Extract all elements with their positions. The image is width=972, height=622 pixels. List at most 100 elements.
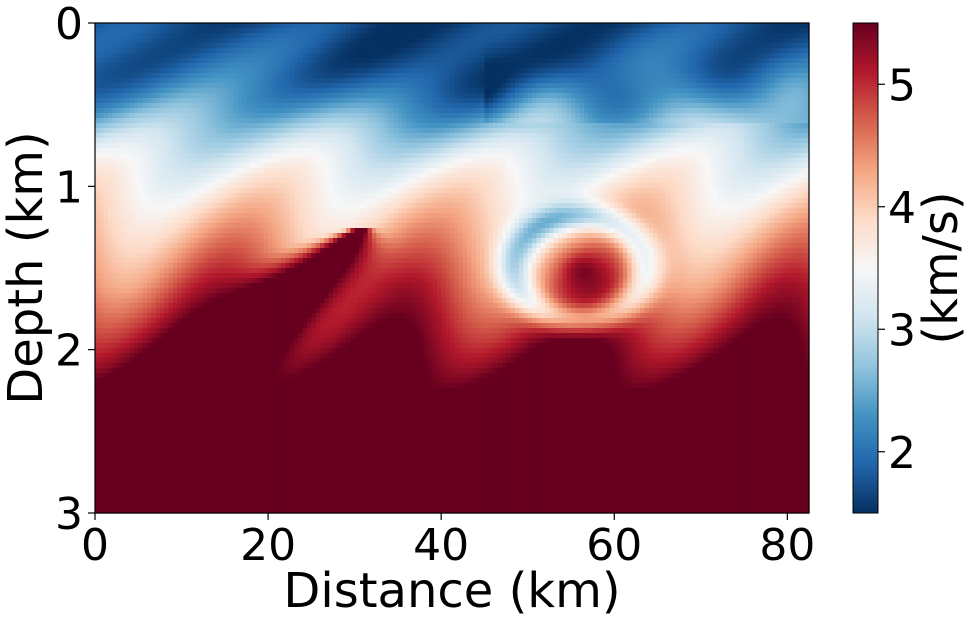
heatmap-cell: [168, 138, 174, 144]
heatmap-cell: [129, 78, 135, 84]
heatmap-cell: [670, 148, 676, 154]
heatmap-cell: [653, 88, 659, 94]
heatmap-cell: [224, 38, 230, 44]
heatmap-cell: [436, 68, 442, 74]
heatmap-cell: [527, 43, 533, 49]
heatmap-cell: [406, 38, 412, 44]
heatmap-cell: [540, 68, 546, 74]
heatmap-cell: [761, 33, 767, 39]
heatmap-cell: [666, 118, 672, 124]
heatmap-cell: [276, 158, 282, 164]
heatmap-cell: [406, 43, 412, 49]
heatmap-cell: [761, 68, 767, 74]
heatmap-cell: [562, 53, 568, 59]
heatmap-cell: [709, 68, 715, 74]
heatmap-cell: [657, 123, 663, 129]
heatmap-cell: [787, 168, 793, 174]
heatmap-cell: [389, 153, 395, 159]
heatmap-cell: [640, 163, 646, 169]
heatmap-cell: [571, 163, 576, 169]
heatmap-cell: [553, 133, 559, 139]
heatmap-cell: [449, 163, 455, 169]
heatmap-cell: [475, 128, 481, 134]
heatmap-cell: [631, 128, 637, 134]
heatmap-cell: [757, 38, 762, 44]
heatmap-cell: [536, 58, 542, 64]
heatmap-cell: [627, 43, 633, 49]
heatmap-cell: [155, 148, 161, 154]
heatmap-cell: [445, 83, 451, 89]
heatmap-cell: [376, 53, 382, 59]
heatmap-cell: [276, 133, 282, 139]
heatmap-cell: [146, 123, 152, 129]
heatmap-cell: [484, 128, 490, 134]
heatmap-cell: [588, 68, 594, 74]
heatmap-cell: [540, 43, 546, 49]
heatmap-cell: [216, 163, 222, 169]
heatmap-cell: [588, 43, 594, 49]
heatmap-cell: [354, 148, 360, 154]
heatmap-cell: [640, 43, 646, 49]
heatmap-cell: [242, 113, 248, 119]
heatmap-cell: [757, 108, 762, 114]
heatmap-cell: [198, 133, 204, 139]
heatmap-cell: [272, 163, 278, 169]
heatmap-cell: [622, 103, 628, 109]
heatmap-cell: [432, 33, 438, 39]
heatmap-cell: [428, 23, 434, 29]
heatmap-cell: [583, 78, 589, 84]
heatmap-cell: [246, 133, 252, 139]
heatmap-cell: [627, 98, 633, 104]
heatmap-cell: [333, 103, 338, 109]
heatmap-cell: [791, 118, 797, 124]
heatmap-cell: [566, 68, 572, 74]
heatmap-cell: [653, 28, 659, 34]
heatmap-cell: [475, 123, 481, 129]
heatmap-cell: [337, 53, 343, 59]
heatmap-cell: [142, 108, 148, 114]
heatmap-cell: [107, 58, 113, 64]
heatmap-cell: [718, 133, 724, 139]
heatmap-cell: [294, 78, 299, 84]
heatmap-cell: [739, 28, 745, 34]
heatmap-cell: [142, 73, 148, 79]
heatmap-cell: [220, 53, 226, 59]
heatmap-cell: [791, 138, 797, 144]
heatmap-cell: [402, 138, 408, 144]
heatmap-cell: [397, 148, 403, 154]
heatmap-cell: [242, 148, 248, 154]
heatmap-cell: [683, 33, 689, 39]
heatmap-cell: [345, 143, 351, 149]
heatmap-cell: [380, 78, 386, 84]
heatmap-cell: [198, 103, 204, 109]
heatmap-cell: [194, 78, 200, 84]
heatmap-cell: [129, 33, 135, 39]
heatmap-cell: [410, 38, 416, 44]
heatmap-cell: [428, 63, 434, 69]
heatmap-cell: [519, 58, 524, 64]
heatmap-cell: [142, 128, 148, 134]
heatmap-cell: [601, 128, 607, 134]
heatmap-cell: [770, 63, 775, 69]
heatmap-cell: [601, 103, 607, 109]
heatmap-cell: [268, 118, 274, 124]
heatmap-cell: [687, 113, 693, 119]
heatmap-cell: [532, 43, 537, 49]
heatmap-cell: [324, 108, 330, 114]
heatmap-cell: [363, 108, 369, 114]
heatmap-cell: [627, 68, 633, 74]
heatmap-cell: [640, 128, 646, 134]
heatmap-cell: [575, 138, 581, 144]
heatmap-cell: [389, 103, 395, 109]
heatmap-cell: [384, 48, 390, 54]
heatmap-cell: [757, 133, 762, 139]
heatmap-cell: [718, 33, 724, 39]
heatmap-cell: [125, 108, 131, 114]
heatmap-cell: [705, 68, 711, 74]
heatmap-cell: [423, 83, 429, 89]
heatmap-cell: [120, 63, 126, 69]
heatmap-cell: [159, 148, 165, 154]
heatmap-cell: [774, 63, 780, 69]
heatmap-cell: [804, 93, 810, 99]
heatmap-cell: [268, 128, 274, 134]
